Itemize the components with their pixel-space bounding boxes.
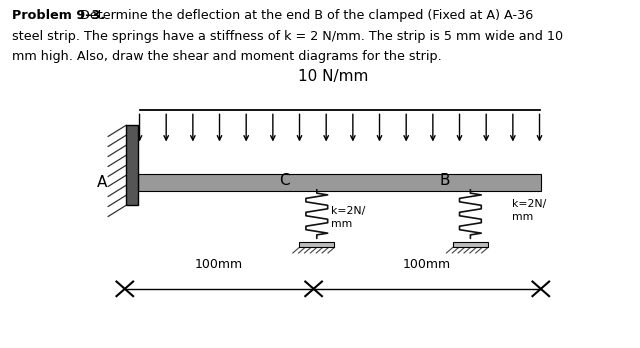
Text: A: A	[97, 175, 107, 190]
Text: B: B	[440, 173, 450, 189]
Bar	[453, 242, 488, 247]
Text: 100mm: 100mm	[403, 259, 451, 271]
Text: k=2N/
mm: k=2N/ mm	[512, 199, 547, 222]
Text: k=2N/
mm: k=2N/ mm	[331, 206, 365, 229]
Text: Problem 9–3.: Problem 9–3.	[12, 9, 105, 22]
Text: steel strip. The springs have a stiffness of k = 2 N/mm. The strip is 5 mm wide : steel strip. The springs have a stiffnes…	[12, 30, 563, 42]
Bar	[126, 125, 138, 205]
Text: Determine the deflection at the end B of the clamped (Fixed at A) A-36: Determine the deflection at the end B of…	[76, 9, 532, 22]
Bar	[300, 242, 334, 247]
Text: C: C	[280, 173, 290, 189]
Text: mm high. Also, draw the shear and moment diagrams for the strip.: mm high. Also, draw the shear and moment…	[12, 50, 441, 63]
Text: 100mm: 100mm	[195, 259, 243, 271]
Bar	[138, 174, 541, 191]
Text: 10 N/mm: 10 N/mm	[298, 69, 368, 84]
